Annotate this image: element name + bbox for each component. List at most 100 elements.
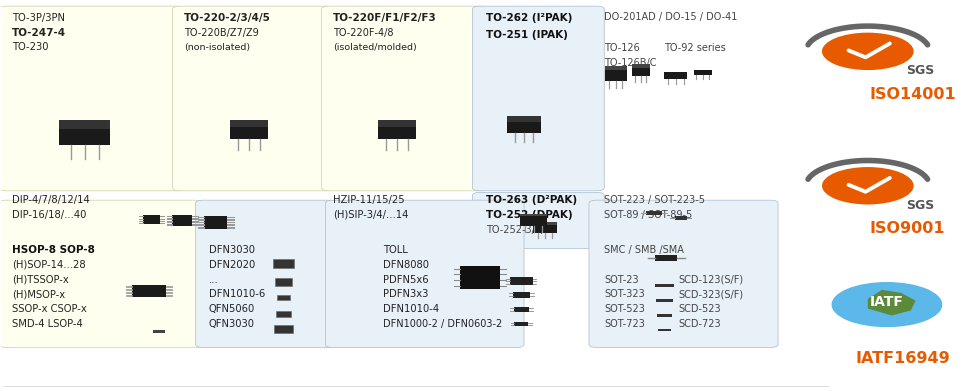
- Bar: [675, 216, 686, 220]
- Bar: [632, 68, 649, 76]
- Text: (H)SIP-3/4/...14: (H)SIP-3/4/...14: [333, 210, 409, 220]
- Text: TO-220-2/3/4/5: TO-220-2/3/4/5: [184, 13, 271, 23]
- Bar: [460, 266, 500, 289]
- Bar: [657, 314, 672, 317]
- FancyBboxPatch shape: [196, 200, 336, 348]
- Text: SGS: SGS: [906, 65, 934, 77]
- Text: SSOP-x CSOP-x: SSOP-x CSOP-x: [12, 304, 87, 314]
- Text: TO-247-4: TO-247-4: [12, 28, 66, 38]
- Bar: [277, 295, 290, 300]
- Bar: [520, 216, 547, 226]
- Bar: [507, 116, 541, 122]
- Text: TO-251 (IPAK): TO-251 (IPAK): [486, 30, 567, 40]
- Text: SMC / SMB /SMA: SMC / SMB /SMA: [604, 245, 684, 255]
- Text: SOT-323: SOT-323: [604, 289, 645, 300]
- Bar: [533, 224, 557, 233]
- Bar: [273, 259, 293, 268]
- Text: SGS: SGS: [906, 199, 934, 212]
- Text: TO-126: TO-126: [604, 43, 640, 53]
- Text: QFN5060: QFN5060: [209, 304, 255, 314]
- FancyBboxPatch shape: [473, 192, 604, 249]
- Circle shape: [822, 167, 914, 204]
- Text: (non-isolated): (non-isolated): [184, 43, 251, 52]
- Text: TOLL: TOLL: [383, 245, 408, 255]
- FancyBboxPatch shape: [0, 200, 203, 348]
- Text: ISO14001: ISO14001: [870, 87, 956, 102]
- Bar: [520, 213, 547, 216]
- Bar: [658, 329, 671, 331]
- FancyBboxPatch shape: [0, 6, 184, 191]
- Text: PDFN5x6: PDFN5x6: [383, 274, 428, 285]
- Bar: [377, 120, 416, 127]
- Polygon shape: [868, 290, 916, 316]
- Text: TO-230: TO-230: [12, 43, 49, 52]
- Bar: [59, 129, 110, 145]
- FancyBboxPatch shape: [589, 200, 778, 348]
- Text: DFN1010-4: DFN1010-4: [383, 304, 439, 314]
- Text: TO-263 (D²PAK): TO-263 (D²PAK): [486, 195, 577, 205]
- Text: TO-262 (I²PAK): TO-262 (I²PAK): [486, 13, 572, 23]
- FancyBboxPatch shape: [173, 6, 333, 191]
- Bar: [275, 278, 292, 285]
- Text: DIP-4/7/8/12/14: DIP-4/7/8/12/14: [12, 195, 90, 205]
- Text: TO-220F/F1/F2/F3: TO-220F/F1/F2/F3: [333, 13, 437, 23]
- Text: DFN2020: DFN2020: [209, 260, 255, 270]
- Text: SCD-123(S/F): SCD-123(S/F): [679, 274, 744, 285]
- Text: SCD-323(S/F): SCD-323(S/F): [679, 289, 744, 300]
- Text: TO-126B/C: TO-126B/C: [604, 58, 657, 68]
- Text: SOT-89 / SOT-89-5: SOT-89 / SOT-89-5: [604, 210, 692, 220]
- Text: IATF: IATF: [870, 295, 904, 309]
- Text: SCD-723: SCD-723: [679, 319, 722, 329]
- Text: SOT-223 / SOT-223-5: SOT-223 / SOT-223-5: [604, 195, 705, 205]
- Text: TO-252 (DPAK): TO-252 (DPAK): [486, 210, 572, 220]
- Bar: [173, 215, 192, 226]
- Text: TO-3P/3PN: TO-3P/3PN: [12, 13, 65, 23]
- Text: SOT-723: SOT-723: [604, 319, 645, 329]
- Bar: [656, 300, 673, 302]
- Bar: [229, 127, 268, 139]
- Text: SOT-23: SOT-23: [604, 274, 639, 285]
- FancyBboxPatch shape: [326, 200, 524, 348]
- Text: HZIP-11/15/25: HZIP-11/15/25: [333, 195, 405, 205]
- Bar: [132, 285, 166, 297]
- Text: TO-92 series: TO-92 series: [664, 43, 726, 53]
- Bar: [514, 307, 528, 312]
- Text: PDFN3x3: PDFN3x3: [383, 289, 428, 300]
- Text: (H)MSOP-x: (H)MSOP-x: [12, 289, 65, 300]
- Bar: [204, 217, 227, 229]
- Text: QFN3030: QFN3030: [209, 319, 254, 329]
- Text: ISO9001: ISO9001: [870, 221, 945, 236]
- Bar: [510, 277, 532, 285]
- Bar: [59, 120, 110, 129]
- Text: TO-252-3/4/5: TO-252-3/4/5: [486, 225, 550, 235]
- Bar: [229, 120, 268, 127]
- Text: SMD-4 LSOP-4: SMD-4 LSOP-4: [12, 319, 83, 329]
- Text: (H)TSSOP-x: (H)TSSOP-x: [12, 274, 69, 285]
- Text: TO-220F-4/8: TO-220F-4/8: [333, 28, 394, 38]
- Bar: [153, 330, 165, 333]
- Text: DO-201AD / DO-15 / DO-41: DO-201AD / DO-15 / DO-41: [604, 12, 738, 22]
- Bar: [655, 255, 678, 261]
- Bar: [655, 284, 674, 287]
- Text: TO-220B/Z7/Z9: TO-220B/Z7/Z9: [184, 28, 258, 38]
- Text: HSOP-8 SOP-8: HSOP-8 SOP-8: [12, 245, 95, 255]
- FancyBboxPatch shape: [322, 6, 488, 191]
- Bar: [646, 211, 662, 215]
- Circle shape: [822, 32, 914, 70]
- Bar: [377, 127, 416, 139]
- FancyBboxPatch shape: [473, 6, 604, 191]
- Bar: [604, 66, 627, 70]
- Bar: [664, 72, 687, 79]
- Bar: [604, 70, 627, 81]
- Bar: [507, 122, 541, 133]
- Bar: [693, 70, 712, 75]
- Text: DFN8080: DFN8080: [383, 260, 429, 270]
- Text: (H)SOP-14...28: (H)SOP-14...28: [12, 260, 86, 270]
- Bar: [274, 325, 292, 333]
- Text: SOT-523: SOT-523: [604, 304, 645, 314]
- Bar: [513, 292, 529, 298]
- Text: DIP-16/18/...40: DIP-16/18/...40: [12, 210, 87, 220]
- Text: IATF16949: IATF16949: [855, 351, 951, 366]
- Circle shape: [832, 282, 942, 327]
- Bar: [632, 64, 649, 68]
